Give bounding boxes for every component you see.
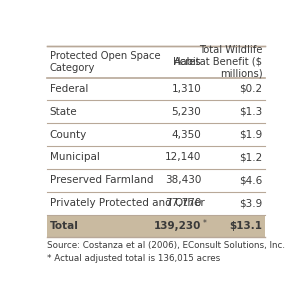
Bar xyxy=(47,77,265,100)
Text: Preserved Farmland: Preserved Farmland xyxy=(50,175,153,185)
Bar xyxy=(47,123,265,146)
Text: Total Wildlife
Habitat Benefit ($
millions): Total Wildlife Habitat Benefit ($ millio… xyxy=(173,45,262,78)
Bar xyxy=(47,192,265,214)
Text: $1.9: $1.9 xyxy=(239,130,262,140)
Text: * Actual adjusted total is 136,015 acres: * Actual adjusted total is 136,015 acres xyxy=(47,254,220,263)
Text: $0.2: $0.2 xyxy=(239,84,262,94)
Text: $4.6: $4.6 xyxy=(239,175,262,185)
Text: Municipal: Municipal xyxy=(50,152,100,163)
Text: Source: Costanza et al (2006), EConsult Solutions, Inc.: Source: Costanza et al (2006), EConsult … xyxy=(47,241,285,250)
Text: *: * xyxy=(202,219,206,228)
Text: 38,430: 38,430 xyxy=(165,175,201,185)
Bar xyxy=(47,46,265,77)
Bar xyxy=(47,100,265,123)
Text: 1,310: 1,310 xyxy=(172,84,201,94)
Text: 12,140: 12,140 xyxy=(165,152,201,163)
Text: Acres: Acres xyxy=(174,57,201,67)
Text: 4,350: 4,350 xyxy=(172,130,201,140)
Text: 77,770: 77,770 xyxy=(165,198,201,208)
Text: State: State xyxy=(50,107,77,117)
Text: 5,230: 5,230 xyxy=(172,107,201,117)
Text: Privately Protected and Other: Privately Protected and Other xyxy=(50,198,204,208)
Text: $13.1: $13.1 xyxy=(230,221,262,231)
Text: $1.3: $1.3 xyxy=(239,107,262,117)
Text: 139,230: 139,230 xyxy=(154,221,201,231)
Text: Federal: Federal xyxy=(50,84,88,94)
Text: $3.9: $3.9 xyxy=(239,198,262,208)
Bar xyxy=(47,214,265,237)
Text: County: County xyxy=(50,130,87,140)
Bar xyxy=(47,169,265,192)
Text: Total: Total xyxy=(50,221,79,231)
Text: $1.2: $1.2 xyxy=(239,152,262,163)
Bar xyxy=(47,146,265,169)
Text: Protected Open Space
Category: Protected Open Space Category xyxy=(50,51,160,73)
